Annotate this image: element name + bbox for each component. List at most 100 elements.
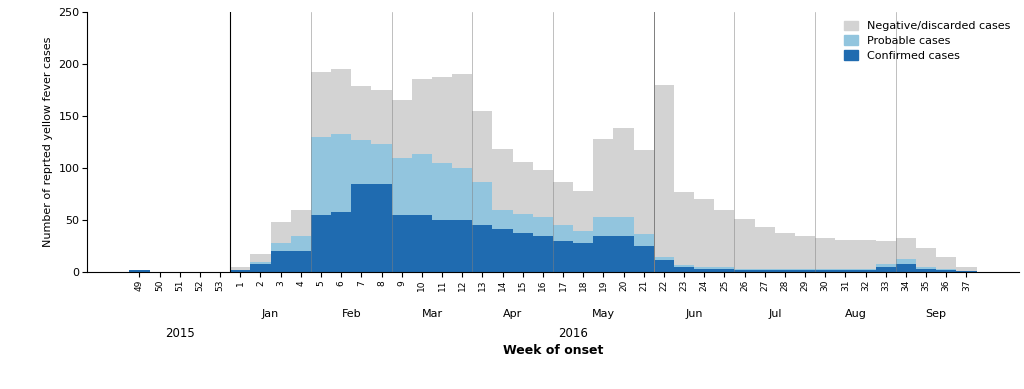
Bar xyxy=(674,192,694,265)
Bar xyxy=(593,236,613,272)
Bar xyxy=(815,269,836,270)
Text: Mar: Mar xyxy=(422,309,442,319)
Bar xyxy=(613,217,634,236)
Bar xyxy=(795,269,815,270)
Bar xyxy=(836,270,855,272)
Bar xyxy=(472,182,493,225)
Bar xyxy=(129,270,150,272)
Text: Jan: Jan xyxy=(262,309,280,319)
Bar xyxy=(573,243,593,272)
Text: Sep: Sep xyxy=(926,309,946,319)
Bar xyxy=(634,150,653,234)
Bar xyxy=(472,111,493,182)
Bar xyxy=(956,267,977,271)
Bar xyxy=(613,128,634,217)
X-axis label: Week of onset: Week of onset xyxy=(503,344,603,357)
Bar xyxy=(593,139,613,217)
Bar xyxy=(916,269,936,272)
Bar xyxy=(351,140,372,184)
Bar xyxy=(331,134,351,212)
Bar xyxy=(896,264,916,272)
Bar xyxy=(795,270,815,272)
Text: Apr: Apr xyxy=(503,309,522,319)
Bar xyxy=(311,72,331,137)
Bar xyxy=(372,184,391,272)
Bar xyxy=(532,236,553,272)
Bar xyxy=(715,210,734,267)
Bar xyxy=(453,168,472,220)
Bar xyxy=(351,184,372,272)
Bar xyxy=(270,222,291,243)
Bar xyxy=(372,144,391,184)
Bar xyxy=(391,215,412,272)
Bar xyxy=(270,251,291,272)
Bar xyxy=(412,79,432,154)
Bar xyxy=(916,248,936,267)
Bar xyxy=(230,267,251,270)
Bar xyxy=(291,251,311,272)
Bar xyxy=(775,270,795,272)
Bar xyxy=(715,267,734,269)
Bar xyxy=(876,267,896,272)
Bar xyxy=(532,170,553,217)
Bar xyxy=(755,270,775,272)
Bar xyxy=(634,246,653,272)
Bar xyxy=(755,269,775,270)
Bar xyxy=(513,233,532,272)
Bar xyxy=(291,210,311,236)
Bar xyxy=(251,264,270,272)
Bar xyxy=(936,257,956,269)
Bar xyxy=(613,236,634,272)
Bar xyxy=(896,238,916,259)
Bar xyxy=(653,260,674,272)
Bar xyxy=(694,267,715,269)
Text: Jul: Jul xyxy=(768,309,781,319)
Bar xyxy=(513,162,532,214)
Bar xyxy=(815,238,836,269)
Bar xyxy=(532,217,553,236)
Bar xyxy=(734,219,755,269)
Bar xyxy=(836,240,855,269)
Bar xyxy=(694,269,715,272)
Bar xyxy=(896,259,916,264)
Bar xyxy=(855,240,876,269)
Y-axis label: Number of reprted yellow fever cases: Number of reprted yellow fever cases xyxy=(43,37,52,247)
Bar xyxy=(836,269,855,270)
Text: Jun: Jun xyxy=(685,309,702,319)
Bar xyxy=(674,265,694,267)
Bar xyxy=(311,215,331,272)
Bar xyxy=(472,225,493,272)
Bar xyxy=(573,231,593,243)
Bar xyxy=(230,270,251,272)
Bar xyxy=(734,270,755,272)
Legend: Negative/discarded cases, Probable cases, Confirmed cases: Negative/discarded cases, Probable cases… xyxy=(841,17,1014,64)
Bar xyxy=(734,269,755,270)
Bar xyxy=(775,233,795,269)
Bar xyxy=(936,270,956,272)
Bar xyxy=(674,267,694,272)
Bar xyxy=(493,210,513,228)
Bar xyxy=(311,137,331,215)
Bar xyxy=(855,270,876,272)
Bar xyxy=(432,220,453,272)
Bar xyxy=(553,225,573,241)
Bar xyxy=(372,90,391,144)
Bar xyxy=(391,158,412,215)
Bar xyxy=(513,214,532,233)
Bar xyxy=(755,228,775,269)
Bar xyxy=(876,264,896,267)
Bar xyxy=(653,85,674,257)
Bar xyxy=(391,100,412,158)
Bar xyxy=(351,86,372,140)
Bar xyxy=(493,228,513,272)
Bar xyxy=(331,69,351,134)
Bar xyxy=(331,212,351,272)
Text: May: May xyxy=(592,309,615,319)
Bar xyxy=(573,191,593,231)
Bar xyxy=(432,163,453,220)
Bar xyxy=(493,149,513,210)
Bar xyxy=(815,270,836,272)
Bar xyxy=(916,267,936,269)
Bar xyxy=(694,199,715,267)
Bar xyxy=(453,220,472,272)
